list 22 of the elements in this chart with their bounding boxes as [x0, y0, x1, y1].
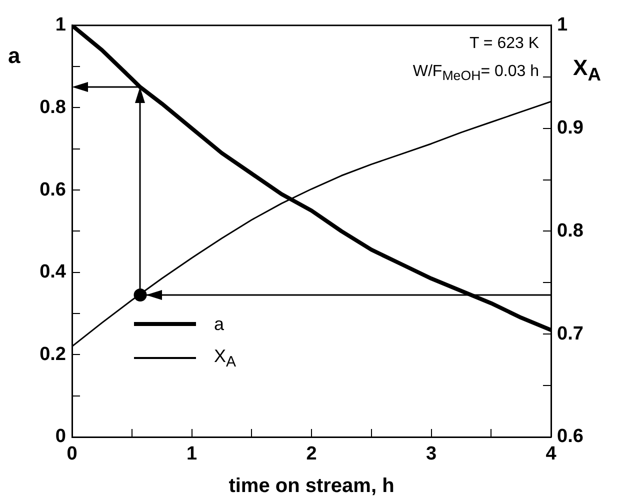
- y-tick-label: 0.6: [40, 179, 66, 200]
- x-axis-title: time on stream, h: [228, 475, 396, 498]
- y2-axis-title: X$_{A}$: [573, 55, 601, 86]
- y2-tick-label: 0.6: [557, 426, 584, 448]
- y-axis-title: a: [8, 43, 20, 70]
- y-tick-label: 0.4: [40, 262, 66, 283]
- y-tick-label: 0.8: [40, 96, 66, 118]
- x-tick-label: 2: [306, 444, 317, 465]
- y2-tick-label: 0.7: [557, 323, 584, 344]
- y-tick-label: 1: [55, 14, 66, 36]
- x-tick-label: 1: [186, 444, 198, 465]
- y2-tick-label: 0.9: [557, 118, 584, 139]
- legend-label: a: [214, 314, 224, 334]
- legend-label: X$_{A}$: [214, 346, 236, 370]
- x-tick-label: 3: [426, 444, 437, 465]
- y2-tick-label: 1: [557, 14, 568, 36]
- y-tick-label: 0: [55, 426, 66, 448]
- x-tick-label: 4: [546, 444, 557, 465]
- y-tick-label: 0.2: [40, 344, 66, 365]
- annotation: T = 623 K: [469, 35, 539, 54]
- y2-tick-label: 0.8: [557, 220, 584, 242]
- annotation: W/F$_{MeOH}$= 0.03 h: [412, 63, 539, 84]
